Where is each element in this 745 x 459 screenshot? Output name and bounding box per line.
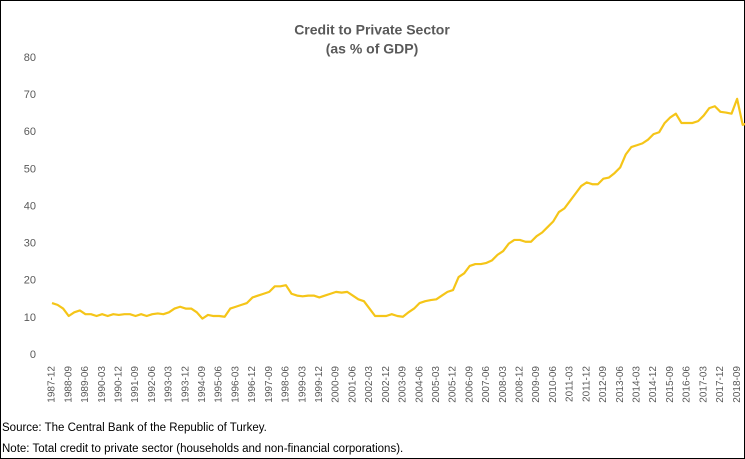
x-tick-label: 1996-03 <box>230 366 241 403</box>
x-tick-label: 2004-06 <box>414 366 425 403</box>
x-tick-label: 2006-09 <box>464 366 475 403</box>
source-note: Source: The Central Bank of the Republic… <box>2 422 267 434</box>
x-tick-label: 2014-03 <box>631 366 642 403</box>
y-tick-label: 80 <box>24 52 36 64</box>
x-tick-label: 2005-03 <box>431 366 442 403</box>
x-tick-label: 2002-03 <box>364 366 375 403</box>
x-tick-label: 2001-06 <box>347 366 358 403</box>
x-tick-label: 2015-09 <box>665 366 676 403</box>
x-tick-label: 2013-06 <box>615 366 626 403</box>
y-tick-label: 70 <box>24 89 36 101</box>
x-tick-label: 1987-12 <box>47 366 58 403</box>
note: Note: Total credit to private sector (ho… <box>2 443 403 455</box>
x-tick-label: 1997-09 <box>264 366 275 403</box>
x-tick-label: 2017-03 <box>698 366 709 403</box>
x-tick-label: 2002-12 <box>381 366 392 403</box>
x-tick-label: 2010-06 <box>548 366 559 403</box>
x-tick-label: 2000-09 <box>331 366 342 403</box>
x-tick-label: 1992-06 <box>147 366 158 403</box>
x-tick-label: 2011-12 <box>581 366 592 402</box>
x-tick-label: 2007-06 <box>481 366 492 403</box>
x-tick-label: 2016-06 <box>682 366 693 403</box>
x-tick-label: 2009-09 <box>531 366 542 403</box>
x-tick-label: 1988-09 <box>63 366 74 403</box>
y-tick-label: 60 <box>24 126 36 138</box>
y-tick-label: 10 <box>24 312 36 324</box>
x-tick-label: 1999-03 <box>297 366 308 403</box>
chart-subtitle: (as % of GDP) <box>326 41 419 57</box>
x-tick-label: 1991-09 <box>130 366 141 403</box>
x-tick-label: 1999-12 <box>314 366 325 403</box>
x-tick-label: 1994-09 <box>197 366 208 403</box>
y-tick-label: 30 <box>24 238 36 250</box>
x-tick-label: 2014-12 <box>648 366 659 403</box>
x-tick-label: 1996-12 <box>247 366 258 403</box>
x-tick-label: 2017-12 <box>715 366 726 403</box>
line <box>51 97 745 320</box>
x-tick-label: 2008-03 <box>498 366 509 403</box>
x-tick-label: 2005-12 <box>448 366 459 403</box>
x-tick-label: 2008-12 <box>515 366 526 403</box>
x-tick-label: 1998-06 <box>281 366 292 403</box>
x-tick-label: 1990-12 <box>113 366 124 403</box>
x-tick-label: 2011-03 <box>565 366 576 402</box>
x-tick-label: 1990-03 <box>97 366 108 403</box>
x-tick-label: 1993-12 <box>180 366 191 403</box>
x-tick-label: 2018-09 <box>732 366 743 403</box>
x-tick-label: 2012-09 <box>598 366 609 403</box>
x-tick-label: 1993-03 <box>164 366 175 403</box>
x-tick-label: 1989-06 <box>80 366 91 403</box>
x-tick-label: 1995-06 <box>214 366 225 403</box>
y-tick-label: 40 <box>24 200 36 212</box>
y-tick-label: 20 <box>24 275 36 287</box>
y-tick-label: 50 <box>24 163 36 175</box>
x-tick-label: 2003-09 <box>398 366 409 403</box>
chart-title: Credit to Private Sector <box>294 22 450 38</box>
y-tick-label: 0 <box>30 349 36 361</box>
